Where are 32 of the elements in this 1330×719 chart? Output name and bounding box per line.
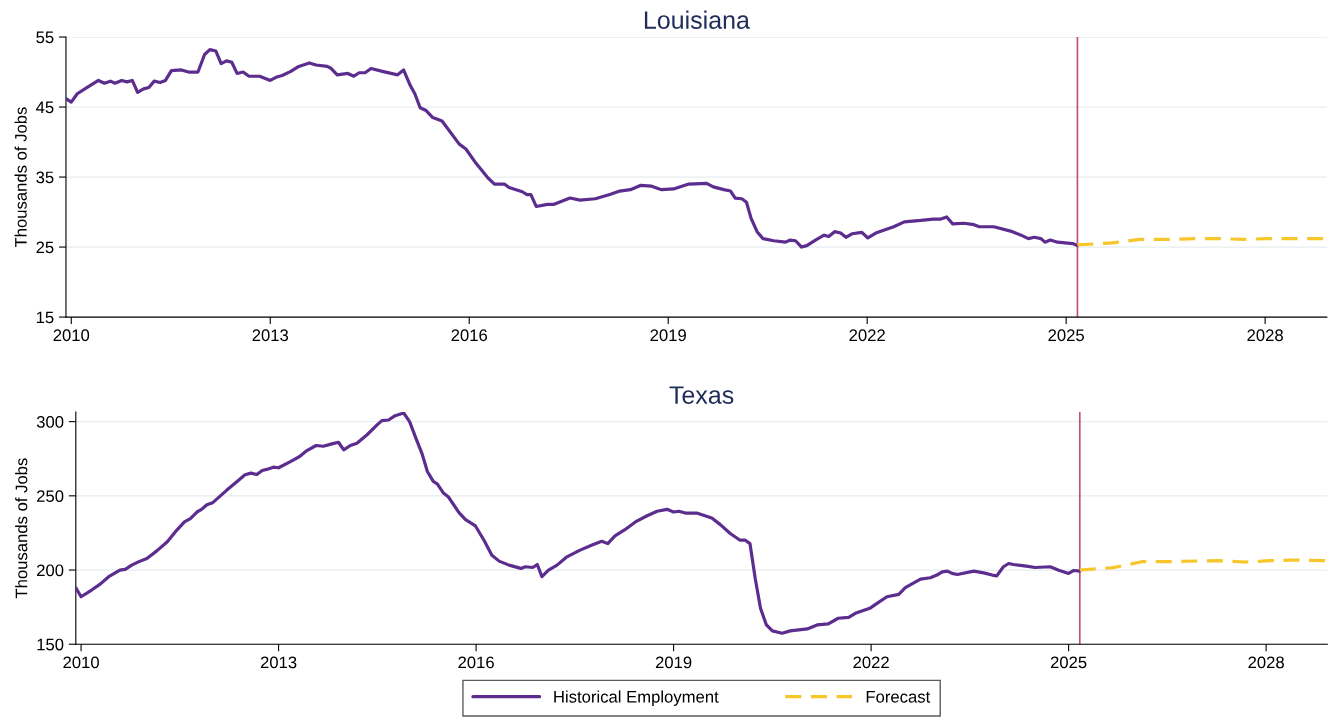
x-tick-label: 2010 — [63, 656, 99, 669]
legend-label: Historical Employment — [554, 690, 719, 706]
line-series — [75, 411, 1082, 635]
y-tick-label: 35 — [36, 171, 54, 184]
x-tick-label: 2022 — [853, 656, 889, 669]
x-tick-label: 2016 — [451, 329, 488, 342]
x-tick-label: 2022 — [849, 329, 885, 342]
x-tick-label: 2019 — [650, 329, 686, 342]
line-series — [1078, 558, 1328, 572]
x-tick-label: 2025 — [1048, 329, 1084, 342]
legend-label: Forecast — [866, 691, 931, 703]
x-tick-label: 2010 — [53, 329, 90, 342]
y-tick-label: 25 — [36, 241, 54, 254]
x-tick-label: 2016 — [458, 656, 494, 669]
y-tick-label: 300 — [36, 416, 64, 428]
chart-title: Louisiana — [644, 10, 750, 29]
y-tick-label: 15 — [36, 311, 54, 324]
x-tick-label: 2013 — [252, 329, 289, 342]
y-axis-title: Thousands of Jobs — [15, 458, 28, 599]
y-tick-label: 250 — [37, 490, 64, 503]
chart-title: Texas — [669, 386, 734, 404]
y-axis-title: Thousands of Jobs — [14, 107, 27, 248]
y-tick-label: 200 — [37, 564, 64, 577]
x-tick-label: 2025 — [1050, 656, 1087, 669]
x-tick-label: 2028 — [1248, 656, 1284, 669]
y-tick-label: 55 — [36, 31, 54, 44]
x-tick-label: 2028 — [1247, 329, 1283, 342]
x-tick-label: 2013 — [260, 656, 297, 669]
line-series — [65, 48, 1080, 249]
y-tick-label: 150 — [37, 638, 64, 651]
x-tick-label: 2019 — [655, 656, 692, 669]
y-tick-label: 45 — [36, 101, 54, 114]
